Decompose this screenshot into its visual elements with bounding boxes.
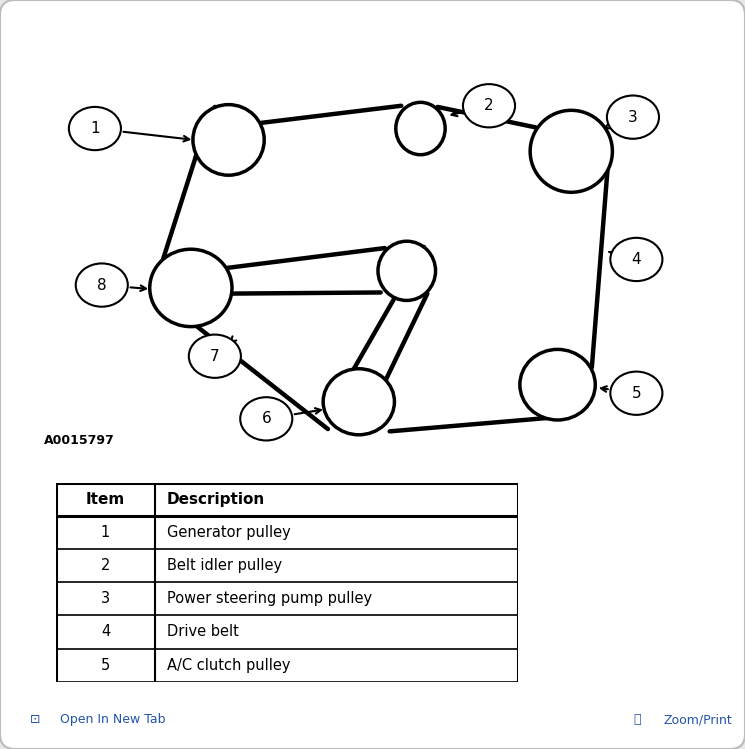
Text: 🔍: 🔍 [633, 713, 641, 727]
Text: 6: 6 [261, 411, 271, 426]
Ellipse shape [530, 110, 612, 192]
Ellipse shape [193, 105, 264, 175]
Ellipse shape [396, 103, 446, 155]
Text: 1: 1 [90, 121, 100, 136]
Circle shape [610, 238, 662, 281]
Circle shape [240, 397, 292, 440]
Ellipse shape [520, 349, 595, 420]
Text: Generator pulley: Generator pulley [167, 525, 291, 540]
Circle shape [76, 264, 128, 306]
Circle shape [463, 84, 515, 127]
Circle shape [607, 96, 659, 139]
Text: A0015797: A0015797 [43, 434, 114, 447]
Circle shape [610, 372, 662, 415]
Text: 5: 5 [101, 658, 110, 673]
Text: Description: Description [167, 492, 265, 507]
Text: 3: 3 [101, 592, 110, 607]
Text: Item: Item [86, 492, 125, 507]
Text: 3: 3 [628, 109, 638, 124]
Text: 7: 7 [210, 349, 220, 364]
Text: A/C clutch pulley: A/C clutch pulley [167, 658, 291, 673]
Text: Power steering pump pulley: Power steering pump pulley [167, 592, 372, 607]
Text: 5: 5 [632, 386, 641, 401]
Ellipse shape [323, 369, 394, 434]
Text: 2: 2 [101, 558, 110, 573]
Text: ⊡: ⊡ [30, 713, 40, 727]
Circle shape [188, 335, 241, 377]
Text: 4: 4 [101, 625, 110, 640]
Text: 8: 8 [97, 278, 107, 293]
Text: Zoom/Print: Zoom/Print [663, 713, 732, 727]
Text: Open In New Tab: Open In New Tab [60, 713, 165, 727]
Text: Belt idler pulley: Belt idler pulley [167, 558, 282, 573]
Ellipse shape [150, 249, 232, 327]
Text: Drive belt: Drive belt [167, 625, 238, 640]
Text: 2: 2 [484, 98, 494, 113]
Text: 4: 4 [632, 252, 641, 267]
Text: 1: 1 [101, 525, 110, 540]
Ellipse shape [378, 241, 436, 300]
Circle shape [69, 107, 121, 150]
